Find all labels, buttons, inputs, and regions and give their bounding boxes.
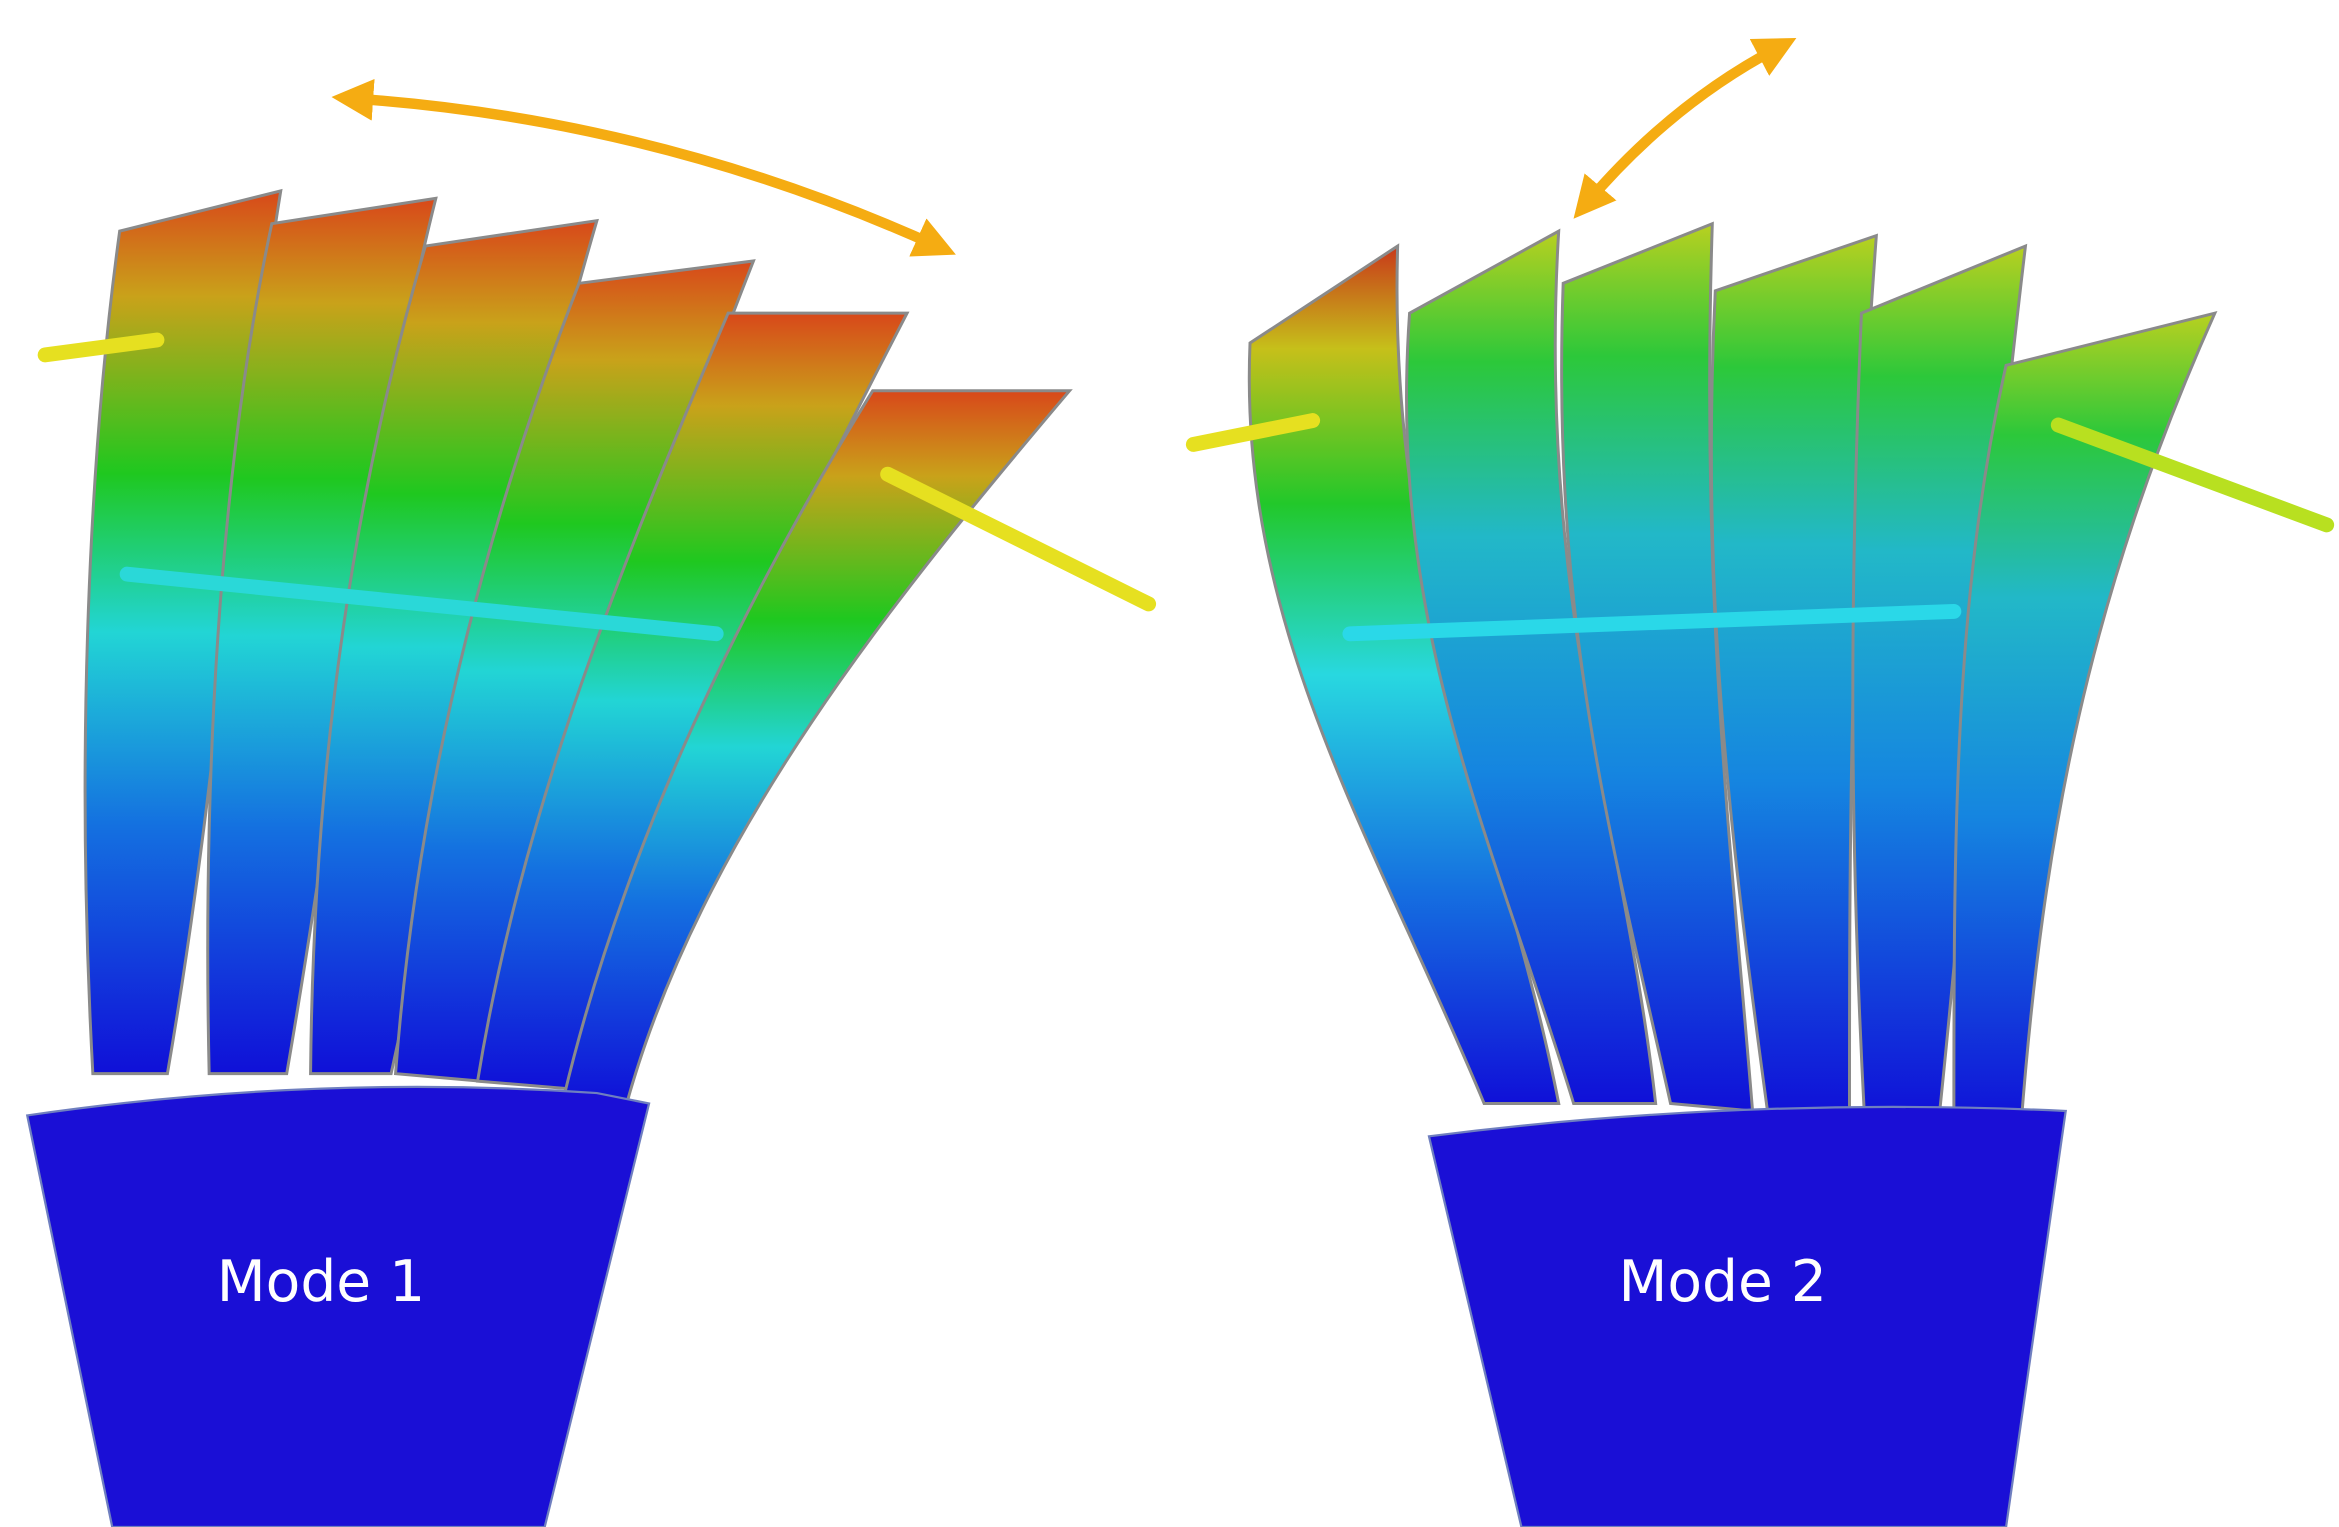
blade bbox=[562, 389, 1073, 1106]
disk-segment bbox=[25, 1085, 651, 1527]
tie-rod bbox=[2050, 417, 2335, 533]
mode-label: Mode 1 bbox=[217, 1249, 425, 1315]
tie-rod bbox=[880, 466, 1157, 612]
disk-segment bbox=[1427, 1105, 2067, 1527]
motion-arrow bbox=[331, 79, 956, 257]
mode-1-model: Mode 1 bbox=[25, 79, 1157, 1527]
blade bbox=[1560, 221, 1755, 1113]
tie-rod bbox=[37, 332, 165, 363]
tie-rod bbox=[119, 566, 724, 642]
blade bbox=[1709, 233, 1878, 1118]
mode-label: Mode 2 bbox=[1619, 1249, 1827, 1315]
blade bbox=[1952, 310, 2218, 1128]
mode-2-model: Mode 2 bbox=[1185, 37, 2335, 1527]
tie-rod bbox=[1342, 603, 1962, 642]
motion-arrow bbox=[1573, 37, 1797, 219]
tie-rod bbox=[1185, 413, 1321, 452]
